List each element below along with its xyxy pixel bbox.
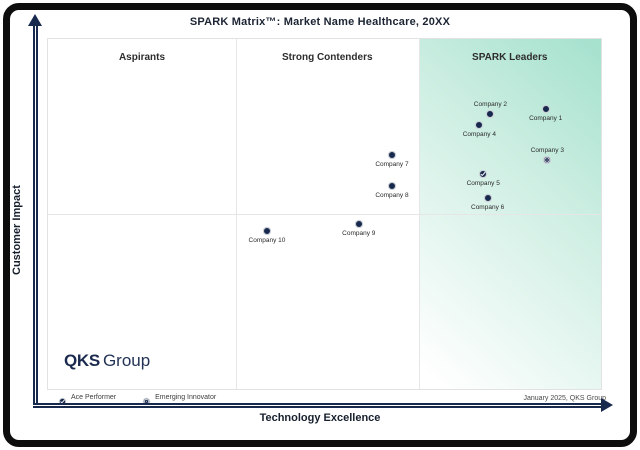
data-point-label: Company 1 — [529, 115, 563, 122]
y-axis-label: Customer Impact — [11, 185, 23, 275]
ace-performer-icon — [58, 393, 67, 406]
qks-group-logo: QKS Group — [64, 351, 150, 371]
legend-label-emerging-innovator: Emerging Innovator — [155, 394, 217, 401]
quadrant-label-strong-contenders: Strong Contenders — [281, 52, 373, 63]
quadrant-label-aspirants: Aspirants — [118, 52, 166, 63]
data-point-label: Company 7 — [375, 161, 409, 169]
legend-item-emerging-innovator: Emerging Innovator — [142, 393, 217, 406]
data-point-company-1: Company 1 — [529, 104, 562, 122]
legend: Ace Performer Emerging Innovator — [58, 393, 217, 406]
data-point-company-3: Company 3 — [531, 147, 564, 165]
data-point-company-6: Company 6 — [471, 193, 504, 211]
footer-note: January 2025, QKS Group — [523, 395, 607, 402]
quadrant-midline — [48, 214, 601, 215]
legend-label-ace-performer: Ace Performer — [71, 394, 117, 401]
y-axis-arrow-icon — [28, 14, 42, 26]
data-point-label: Company 2 — [473, 100, 508, 108]
data-point-label: Company 10 — [248, 236, 286, 244]
data-point-label: Company 6 — [471, 204, 505, 212]
logo-bold-text: QKS — [64, 351, 100, 370]
chart-title: SPARK Matrix™: Market Name Healthcare, 2… — [189, 16, 451, 28]
plot-area: Aspirants Strong Contenders SPARK Leader… — [47, 38, 602, 390]
data-point-label: Company 3 — [530, 147, 564, 155]
data-point-company-9: Company 9 — [342, 219, 375, 237]
data-point-label: Company 4 — [462, 131, 496, 139]
y-axis-line — [33, 25, 38, 406]
x-axis-line — [33, 403, 603, 408]
x-axis-arrow-icon — [601, 398, 613, 412]
data-point-company-4: Company 4 — [463, 120, 496, 138]
data-point-label: Company 5 — [466, 180, 500, 188]
data-point-company-5: Company 5 — [467, 169, 500, 187]
data-point-label: Company 9 — [342, 229, 376, 237]
data-point-label: Company 8 — [375, 192, 409, 199]
legend-item-ace-performer: Ace Performer — [58, 393, 117, 406]
quadrant-label-spark-leaders: SPARK Leaders — [472, 52, 548, 63]
data-point-company-7: Company 7 — [375, 150, 409, 168]
x-axis-label: Technology Excellence — [259, 412, 381, 424]
data-point-company-8: Company 8 — [375, 181, 409, 199]
logo-light-text: Group — [102, 351, 151, 370]
emerging-innovator-icon — [142, 393, 151, 406]
data-point-company-2: Company 2 — [474, 101, 507, 119]
data-point-company-10: Company 10 — [249, 226, 285, 244]
